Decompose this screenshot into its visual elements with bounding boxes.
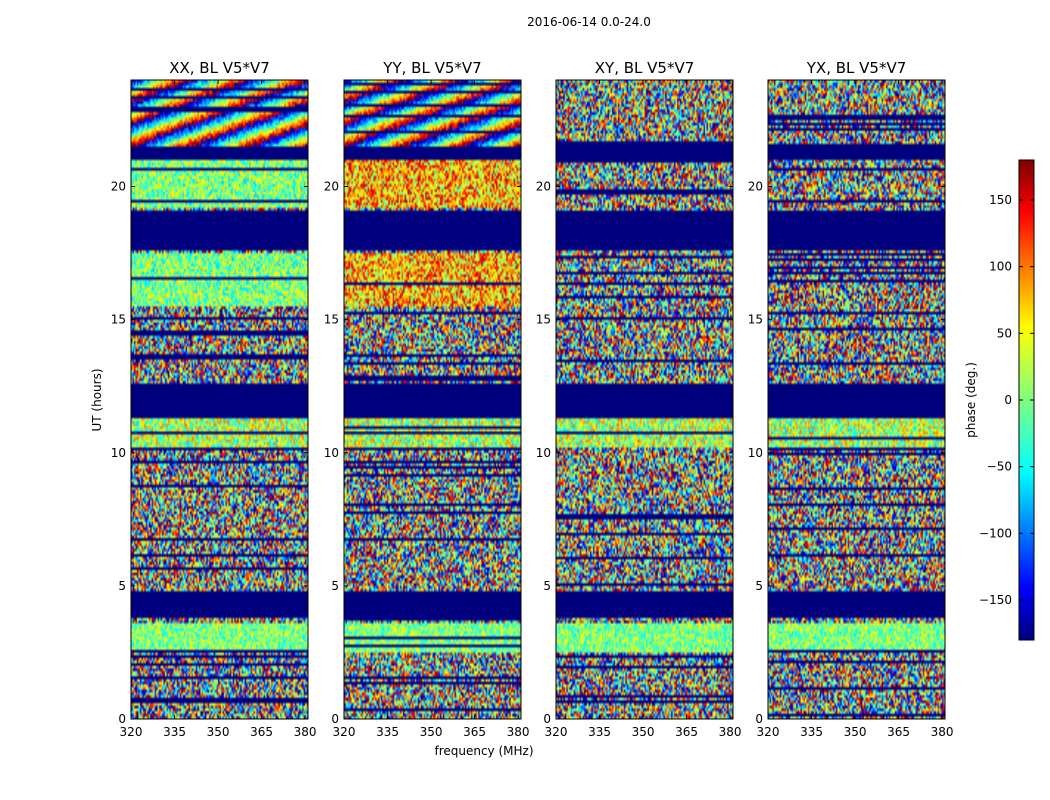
x-axis-label: frequency (MHz) <box>434 744 533 758</box>
colorbar-tick-label: 50 <box>997 326 1012 340</box>
x-tick-label: 335 <box>163 725 186 739</box>
y-tick-label: 0 <box>118 712 126 726</box>
x-tick-label: 380 <box>931 725 954 739</box>
phase-heatmap <box>556 80 733 719</box>
x-tick-label: 335 <box>800 725 823 739</box>
phase-heatmap <box>768 80 945 719</box>
y-tick-label: 15 <box>748 313 763 327</box>
y-tick-label: 0 <box>331 712 339 726</box>
y-tick-label: 20 <box>111 180 126 194</box>
plot-frame <box>767 79 946 720</box>
y-tick-label: 5 <box>331 579 339 593</box>
y-tick-label: 20 <box>324 180 339 194</box>
phase-heatmap <box>131 80 308 719</box>
x-tick-label: 320 <box>757 725 780 739</box>
colorbar-label: phase (deg.) <box>964 362 978 438</box>
y-tick-label: 15 <box>324 313 339 327</box>
panel-yx: YX, BL V5*V7 320 335 350 365 380 0 5 10 15 20 <box>748 59 954 739</box>
colorbar: 150 100 50 0 −50 −100 −150 phase (deg.) <box>964 159 1035 641</box>
x-tick-label: 350 <box>632 725 655 739</box>
panel-yy: YY, BL V5*V7 320 335 350 365 380 0 5 10 15 20 <box>324 59 530 739</box>
panel-title: XX, BL V5*V7 <box>169 59 270 77</box>
x-tick-label: 380 <box>719 725 742 739</box>
y-tick-label: 5 <box>755 579 763 593</box>
plot-frame <box>130 79 309 720</box>
x-tick-label: 365 <box>675 725 698 739</box>
y-tick-label: 5 <box>543 579 551 593</box>
colorbar-tick-label: 100 <box>989 260 1012 274</box>
x-tick-label: 365 <box>887 725 910 739</box>
y-tick-label: 20 <box>536 180 551 194</box>
x-tick-label: 320 <box>120 725 143 739</box>
y-tick-label: 0 <box>755 712 763 726</box>
colorbar-tick-label: −150 <box>979 593 1012 607</box>
y-axis-label: UT (hours) <box>90 368 104 431</box>
y-tick-label: 10 <box>111 446 126 460</box>
y-tick-label: 10 <box>536 446 551 460</box>
y-tick-label: 10 <box>748 446 763 460</box>
x-tick-label: 335 <box>376 725 399 739</box>
x-tick-label: 365 <box>250 725 273 739</box>
y-tick-label: 10 <box>324 446 339 460</box>
plot-frame <box>555 79 734 720</box>
x-tick-label: 365 <box>463 725 486 739</box>
colorbar-tick-label: −50 <box>987 460 1012 474</box>
y-tick-label: 15 <box>111 313 126 327</box>
panel-title: XY, BL V5*V7 <box>595 59 695 77</box>
suptitle: 2016-06-14 0.0-24.0 <box>527 15 651 29</box>
panel-title: YX, BL V5*V7 <box>806 59 907 77</box>
colorbar-tick-label: 0 <box>1004 393 1012 407</box>
colorbar-tick-label: 150 <box>989 193 1012 207</box>
colorbar-tick-label: −100 <box>979 526 1012 540</box>
x-tick-label: 320 <box>333 725 356 739</box>
x-tick-label: 380 <box>294 725 317 739</box>
x-tick-label: 350 <box>844 725 867 739</box>
y-tick-label: 20 <box>748 180 763 194</box>
x-tick-label: 335 <box>588 725 611 739</box>
phase-heatmap <box>344 80 521 719</box>
panel-xy: XY, BL V5*V7 320 335 350 365 380 0 5 10 15 20 <box>536 59 742 739</box>
x-tick-label: 380 <box>507 725 530 739</box>
x-tick-label: 320 <box>545 725 568 739</box>
panel-title: YY, BL V5*V7 <box>382 59 481 77</box>
x-tick-label: 350 <box>207 725 230 739</box>
x-tick-label: 350 <box>420 725 443 739</box>
y-tick-label: 0 <box>543 712 551 726</box>
panel-xx: XX, BL V5*V7 320 335 350 365 380 0 5 10 15 20 <box>111 59 317 739</box>
colorbar-ticks: 150 100 50 0 −50 −100 −150 <box>979 193 1034 607</box>
y-tick-label: 5 <box>118 579 126 593</box>
y-tick-label: 15 <box>536 313 551 327</box>
plot-frame <box>343 79 522 720</box>
